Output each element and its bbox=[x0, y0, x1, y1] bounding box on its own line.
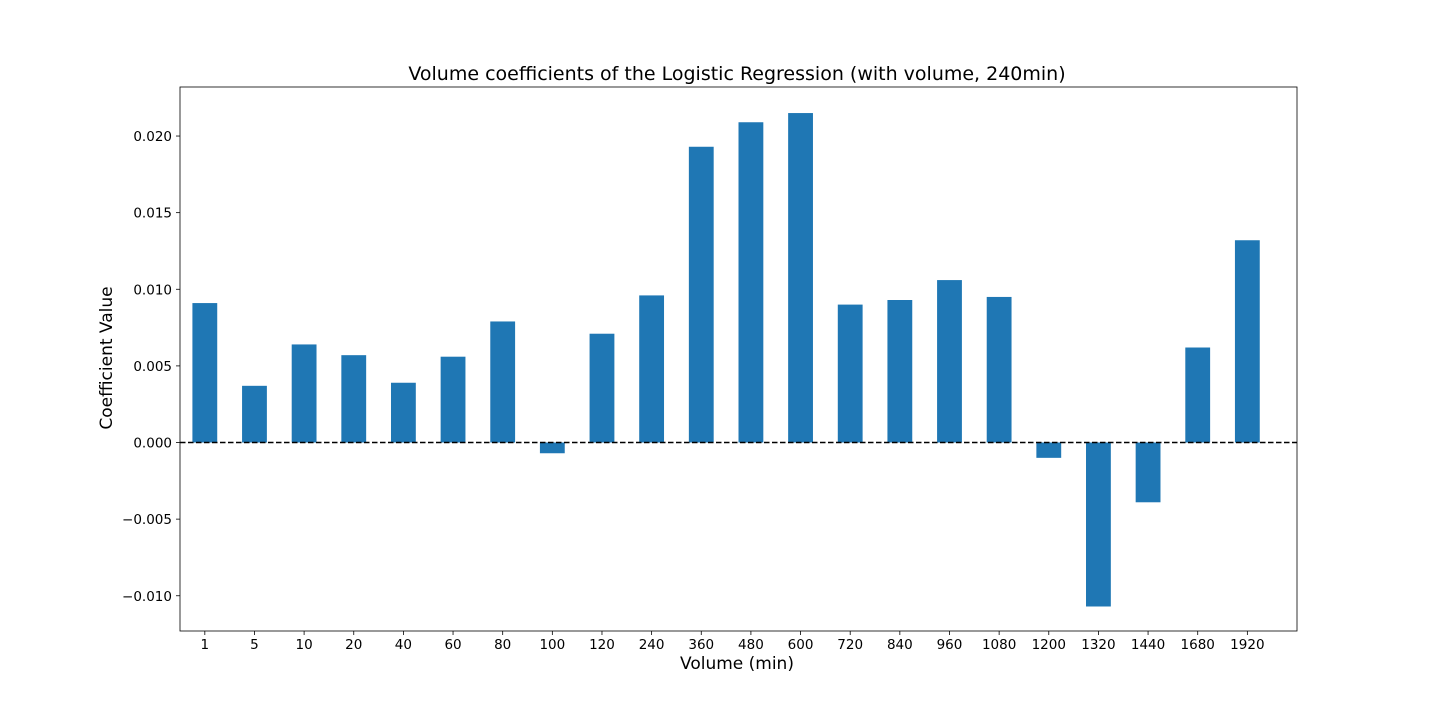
x-tick-label: 720 bbox=[837, 637, 863, 653]
bar bbox=[837, 304, 863, 443]
plot-frame bbox=[179, 86, 1298, 632]
x-tick-label: 120 bbox=[589, 637, 615, 653]
x-tick-label: 240 bbox=[639, 637, 665, 653]
bar bbox=[887, 300, 913, 443]
bar bbox=[291, 344, 317, 443]
x-tick-label: 10 bbox=[296, 637, 313, 653]
y-tick-label: −0.010 bbox=[122, 589, 172, 605]
y-tick-label: −0.005 bbox=[122, 512, 172, 528]
bar bbox=[242, 385, 267, 443]
bar bbox=[986, 296, 1012, 443]
bar bbox=[341, 355, 367, 443]
y-axis-label: Coefficient Value bbox=[97, 286, 117, 429]
ticks-group: 1 5 10 20 40 60 80 100 120 240 360 480 600 720 840 960 1… bbox=[122, 129, 1265, 653]
y-tick-label: 0.020 bbox=[133, 129, 172, 145]
bar bbox=[490, 321, 516, 443]
bar bbox=[589, 333, 615, 443]
bar bbox=[738, 122, 764, 443]
bar bbox=[440, 356, 466, 443]
x-tick-label: 1920 bbox=[1230, 637, 1264, 653]
bar bbox=[788, 113, 813, 443]
bar bbox=[192, 303, 218, 443]
x-axis-label: Volume (min) bbox=[680, 654, 794, 674]
x-tick-label: 1680 bbox=[1181, 637, 1215, 653]
bar bbox=[937, 280, 962, 443]
x-tick-label: 60 bbox=[444, 637, 461, 653]
x-tick-label: 840 bbox=[887, 637, 913, 653]
x-tick-label: 1 bbox=[201, 637, 210, 653]
bar bbox=[1036, 442, 1062, 458]
x-tick-label: 80 bbox=[494, 637, 511, 653]
x-tick-label: 600 bbox=[788, 637, 814, 653]
x-tick-label: 5 bbox=[250, 637, 259, 653]
y-tick-label: 0.000 bbox=[133, 436, 172, 452]
bar bbox=[688, 146, 714, 443]
bar bbox=[1234, 240, 1260, 443]
y-tick-label: 0.015 bbox=[133, 206, 172, 222]
bar bbox=[539, 442, 565, 454]
x-tick-label: 100 bbox=[539, 637, 565, 653]
x-tick-label: 20 bbox=[345, 637, 362, 653]
x-tick-label: 40 bbox=[395, 637, 412, 653]
bar bbox=[1185, 347, 1211, 443]
bar bbox=[390, 382, 416, 443]
x-tick-label: 1080 bbox=[982, 637, 1016, 653]
bar bbox=[639, 295, 665, 443]
y-tick-label: 0.010 bbox=[133, 282, 172, 298]
bar bbox=[1135, 442, 1161, 503]
x-tick-label: 1440 bbox=[1131, 637, 1165, 653]
x-tick-label: 480 bbox=[738, 637, 764, 653]
x-tick-label: 1320 bbox=[1081, 637, 1115, 653]
axes-group bbox=[179, 86, 1298, 632]
bar bbox=[1086, 442, 1111, 607]
x-tick-label: 960 bbox=[937, 637, 963, 653]
x-tick-label: 360 bbox=[688, 637, 714, 653]
bars-group bbox=[192, 113, 1260, 607]
y-tick-label: 0.005 bbox=[133, 359, 172, 375]
chart-title: Volume coefficients of the Logistic Regr… bbox=[408, 63, 1065, 85]
x-tick-label: 1200 bbox=[1032, 637, 1066, 653]
